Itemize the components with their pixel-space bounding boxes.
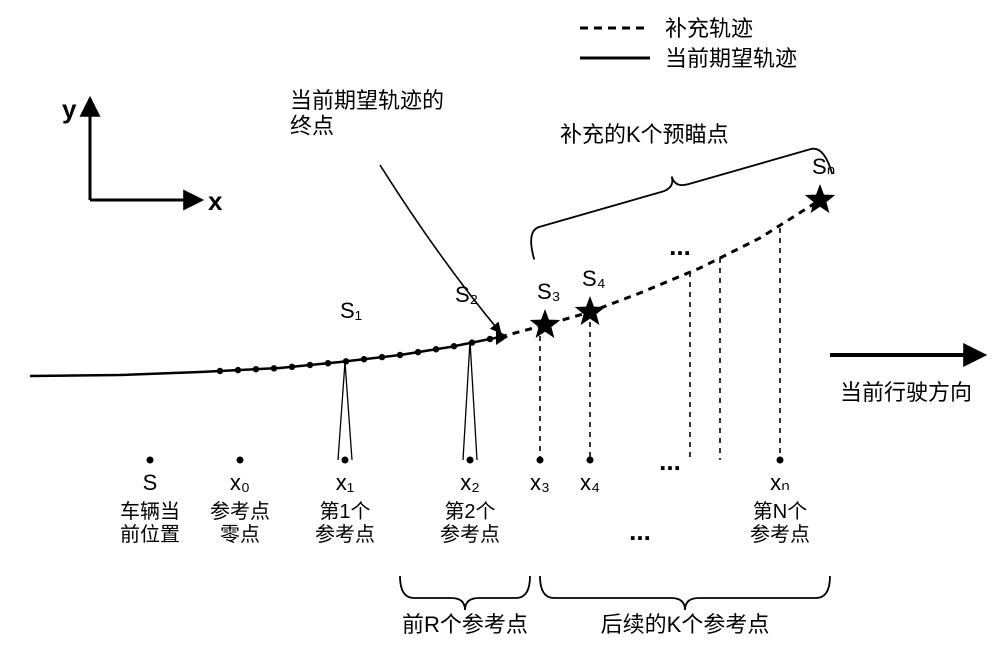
svg-text:S: S [143,470,158,495]
svg-text:第2个参考点: 第2个参考点 [440,500,500,546]
svg-text:S₁: S₁ [340,298,362,323]
svg-text:当前期望轨迹: 当前期望轨迹 [665,46,797,71]
svg-text:当前行驶方向: 当前行驶方向 [840,380,972,405]
svg-text:当前期望轨迹的终点: 当前期望轨迹的终点 [290,88,444,138]
trajectory-dot [361,356,367,362]
preview-star [530,309,560,338]
svg-text:补充的K个预瞄点: 补充的K个预瞄点 [560,122,729,147]
svg-text:补充轨迹: 补充轨迹 [665,16,753,41]
back-brace [540,576,830,610]
guide-line [345,362,352,460]
ref-point [342,457,349,464]
svg-text:x: x [208,186,223,216]
svg-text:x₀: x₀ [230,470,250,495]
svg-text:前R个参考点: 前R个参考点 [402,612,528,637]
svg-text:S₄: S₄ [582,266,606,291]
trajectory-dot [379,354,385,360]
ref-point [467,457,474,464]
svg-text:...: ... [659,446,681,476]
svg-text:...: ... [669,231,691,261]
trajectory-dot [451,343,457,349]
preview-star [805,184,835,213]
svg-text:S₂: S₂ [455,282,478,307]
trajectory-dot [289,364,295,370]
ref-point [147,457,154,464]
svg-text:S₃: S₃ [537,279,561,304]
svg-text:Sₙ: Sₙ [812,154,835,179]
ref-point [237,457,244,464]
trajectory-dot [487,336,493,342]
endpoint-marker [496,329,508,345]
svg-text:参考点零点: 参考点零点 [210,500,270,546]
svg-text:xₙ: xₙ [770,470,790,495]
guide-line [470,341,477,460]
trajectory-dot [235,367,241,373]
trajectory-dot [253,366,259,372]
preview-star [575,296,605,325]
trajectory-dot [433,346,439,352]
trajectory-dot [397,352,403,358]
svg-text:...: ... [629,516,651,546]
guide-line [463,341,470,460]
ref-point [587,457,594,464]
trajectory-dot [343,358,349,364]
svg-text:第1个参考点: 第1个参考点 [315,500,375,546]
trajectory-dot [307,362,313,368]
trajectory-dot [271,365,277,371]
ref-point [777,457,784,464]
svg-text:x₄: x₄ [580,470,600,495]
supplement-trajectory [500,200,820,337]
svg-text:x₁: x₁ [336,470,354,495]
svg-text:y: y [62,94,77,124]
guide-line [338,362,345,460]
svg-text:x₂: x₂ [460,470,480,495]
svg-text:车辆当前位置: 车辆当前位置 [120,500,180,546]
trajectory-dot [325,360,331,366]
svg-text:第N个参考点: 第N个参考点 [750,500,810,546]
trajectory-dot [217,368,223,374]
callout-arrow [380,165,500,332]
front-brace [400,576,530,610]
current-trajectory [30,337,500,376]
svg-text:后续的K个参考点: 后续的K个参考点 [601,612,770,637]
ref-point [537,457,544,464]
trajectory-dot [415,349,421,355]
svg-text:x₃: x₃ [530,470,550,495]
